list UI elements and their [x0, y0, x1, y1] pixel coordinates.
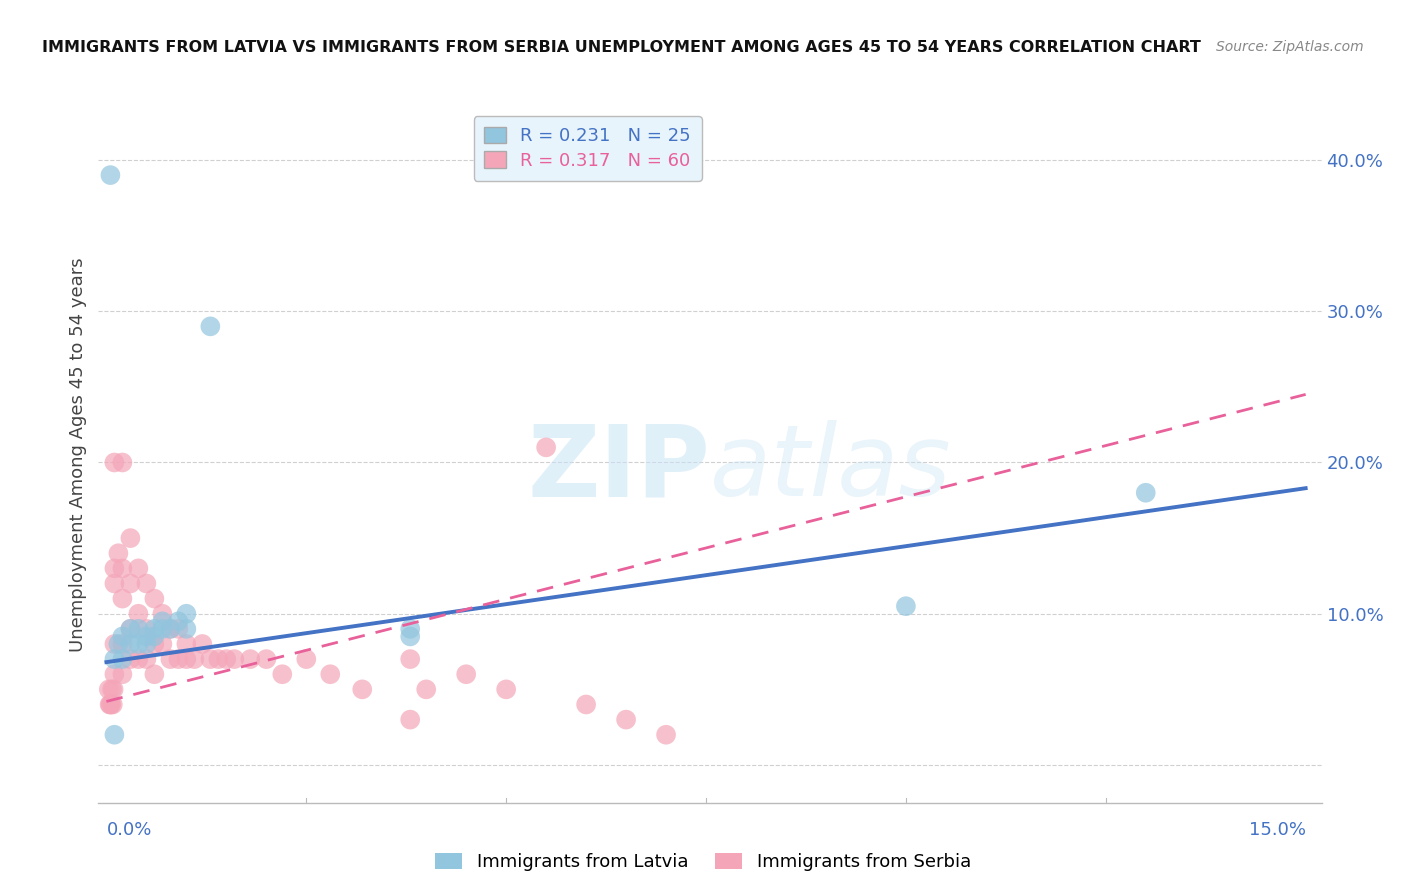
Point [103, 667, 125, 681]
Point [614, 713, 637, 727]
Point [107, 637, 129, 651]
Point [176, 622, 198, 636]
Point [107, 546, 129, 560]
Point [120, 622, 142, 636]
Point [111, 629, 134, 643]
Point [200, 319, 222, 334]
Point [135, 576, 157, 591]
Point [127, 652, 149, 666]
Point [135, 629, 157, 643]
Point [191, 637, 214, 651]
Point [167, 615, 190, 629]
Point [143, 622, 166, 636]
Point [143, 637, 166, 651]
Point [224, 652, 246, 666]
Point [239, 652, 262, 666]
Point [127, 561, 149, 575]
Point [100, 168, 122, 182]
Point [103, 637, 125, 651]
Point [167, 652, 190, 666]
Point [456, 667, 478, 681]
Point [200, 652, 222, 666]
Point [111, 561, 134, 575]
Point [111, 667, 134, 681]
Point [150, 607, 173, 621]
Point [295, 652, 318, 666]
Point [111, 455, 134, 469]
Point [150, 622, 173, 636]
Point [127, 622, 149, 636]
Point [103, 576, 125, 591]
Point [159, 622, 181, 636]
Point [352, 682, 374, 697]
Y-axis label: Unemployment Among Ages 45 to 54 years: Unemployment Among Ages 45 to 54 years [69, 258, 87, 652]
Point [159, 652, 181, 666]
Point [399, 629, 422, 643]
Point [103, 652, 125, 666]
Point [111, 637, 134, 651]
Point [176, 652, 198, 666]
Point [575, 698, 598, 712]
Point [101, 698, 124, 712]
Point [143, 591, 166, 606]
Text: Source: ZipAtlas.com: Source: ZipAtlas.com [1216, 40, 1364, 54]
Text: ZIP: ZIP [527, 420, 710, 517]
Point [655, 728, 678, 742]
Point [120, 652, 142, 666]
Point [495, 682, 517, 697]
Point [111, 652, 134, 666]
Point [415, 682, 437, 697]
Point [215, 652, 238, 666]
Point [127, 607, 149, 621]
Point [143, 629, 166, 643]
Point [100, 698, 122, 712]
Point [120, 531, 142, 545]
Point [135, 652, 157, 666]
Point [103, 682, 125, 697]
Point [135, 637, 157, 651]
Point [159, 622, 181, 636]
Point [98, 698, 121, 712]
Text: 0.0%: 0.0% [107, 821, 152, 839]
Legend: R = 0.231   N = 25, R = 0.317   N = 60: R = 0.231 N = 25, R = 0.317 N = 60 [474, 116, 702, 180]
Point [135, 622, 157, 636]
Point [111, 591, 134, 606]
Point [176, 637, 198, 651]
Point [207, 652, 229, 666]
Point [534, 441, 557, 455]
Point [143, 667, 166, 681]
Point [167, 622, 190, 636]
Point [127, 637, 149, 651]
Text: atlas: atlas [710, 420, 952, 517]
Point [101, 682, 124, 697]
Point [103, 728, 125, 742]
Point [100, 698, 122, 712]
Point [103, 455, 125, 469]
Point [894, 599, 917, 614]
Point [176, 607, 198, 621]
Point [399, 622, 422, 636]
Point [399, 652, 422, 666]
Point [1135, 485, 1157, 500]
Legend: Immigrants from Latvia, Immigrants from Serbia: Immigrants from Latvia, Immigrants from … [427, 846, 979, 879]
Point [271, 667, 294, 681]
Point [319, 667, 342, 681]
Point [254, 652, 277, 666]
Point [150, 637, 173, 651]
Point [103, 561, 125, 575]
Point [120, 576, 142, 591]
Point [97, 682, 120, 697]
Point [183, 652, 205, 666]
Point [399, 713, 422, 727]
Point [120, 637, 142, 651]
Text: 15.0%: 15.0% [1249, 821, 1306, 839]
Text: IMMIGRANTS FROM LATVIA VS IMMIGRANTS FROM SERBIA UNEMPLOYMENT AMONG AGES 45 TO 5: IMMIGRANTS FROM LATVIA VS IMMIGRANTS FRO… [42, 40, 1201, 55]
Point [120, 622, 142, 636]
Point [150, 615, 173, 629]
